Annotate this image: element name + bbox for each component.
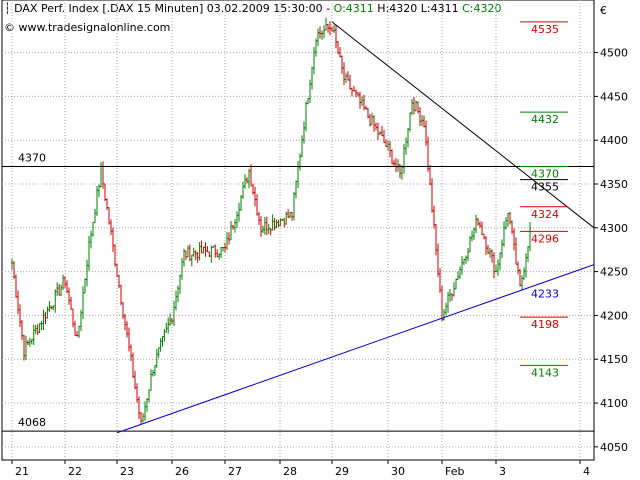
tick-label-y: 4400 (600, 134, 628, 147)
tick-label-x: 23 (120, 465, 134, 478)
tick-label-y: 4350 (600, 178, 628, 191)
level-label: 4324 (531, 208, 559, 221)
header-high: H:4320 (377, 2, 418, 15)
horizontal-level-label: 4370 (18, 151, 46, 164)
level-label: 4143 (531, 366, 559, 379)
currency-label: € (600, 4, 607, 17)
bar-chart-icon: ┆ (4, 2, 11, 15)
tick-label-x: 27 (228, 465, 242, 478)
candles (11, 17, 531, 425)
tick-label-x: 28 (283, 465, 297, 478)
source-url: www.tradesignalonline.com (18, 21, 171, 34)
trendline-resistance (331, 21, 595, 229)
level-label: 4296 (531, 232, 559, 245)
trendline-support (116, 264, 595, 434)
tick-label-x: Feb (445, 465, 464, 478)
copyright-icon: © (4, 21, 15, 34)
tick-label-x: 4 (583, 465, 590, 478)
tick-label-y: 4200 (600, 309, 628, 322)
horizontal-level-label: 4068 (18, 416, 46, 429)
plot-frame (1, 0, 595, 461)
level-label: 4198 (531, 318, 559, 331)
chart-header-title: ┆ DAX Perf. Index [.DAX 15 Minuten] 03.0… (4, 2, 502, 15)
header-open: O:4311 (333, 2, 374, 15)
level-label: 4370 (531, 167, 559, 180)
level-label: 4535 (531, 23, 559, 36)
tick-label-y: 4500 (600, 47, 628, 60)
header-symbol-info: DAX Perf. Index [.DAX 15 Minuten] 03.02.… (14, 2, 334, 15)
level-label: 4355 (531, 181, 559, 194)
chart-header-source: © www.tradesignalonline.com (4, 21, 170, 34)
tick-label-x: 26 (175, 465, 189, 478)
tick-label-x: 30 (391, 465, 405, 478)
tick-label-y: 4250 (600, 266, 628, 279)
tick-label-x: 3 (499, 465, 506, 478)
tick-label-y: 4450 (600, 90, 628, 103)
chart-labels: 4050 4100 4150 4200 4250 4300 4350 4400 4450 4500… (15, 4, 628, 478)
chart-grid (1, 0, 598, 464)
tick-label-x: 21 (15, 465, 29, 478)
chart-overlays (2, 21, 595, 434)
level-label: 4233 (531, 288, 559, 301)
tick-label-y: 4050 (600, 441, 628, 454)
header-close: C:4320 (462, 2, 502, 15)
level-label: 4432 (531, 113, 559, 126)
tick-label-y: 4150 (600, 353, 628, 366)
tick-label-x: 29 (335, 465, 349, 478)
tick-label-y: 4300 (600, 222, 628, 235)
header-low: L:4311 (420, 2, 459, 15)
tick-label-x: 22 (68, 465, 82, 478)
tick-label-y: 4100 (600, 397, 628, 410)
